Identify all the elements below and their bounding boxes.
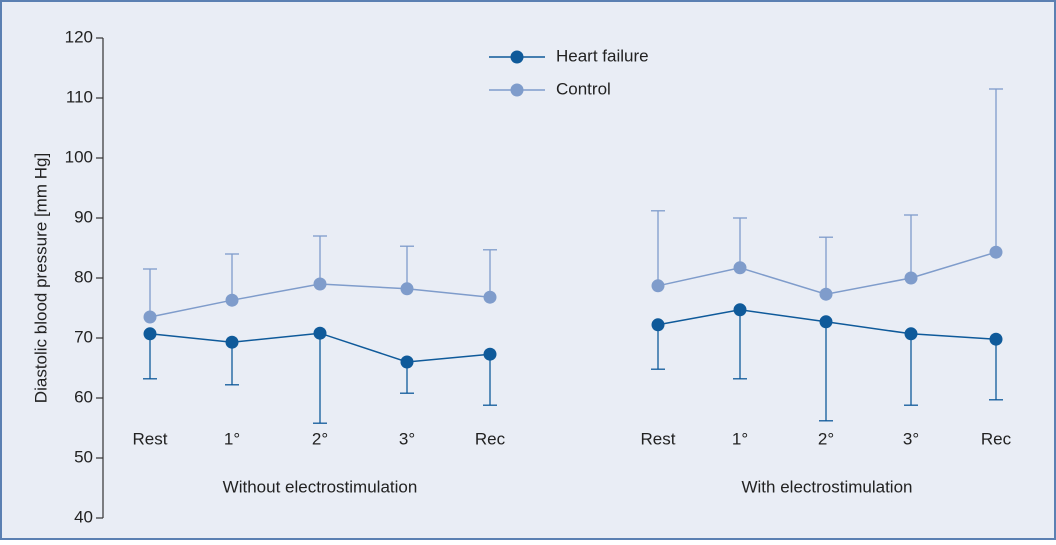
y-tick-label: 80 bbox=[74, 267, 93, 286]
y-tick-label: 40 bbox=[74, 507, 93, 526]
marker bbox=[225, 335, 239, 349]
marker bbox=[400, 355, 414, 369]
marker bbox=[143, 310, 157, 324]
marker bbox=[225, 293, 239, 307]
marker bbox=[904, 327, 918, 341]
marker bbox=[651, 279, 665, 293]
y-tick-label: 110 bbox=[66, 87, 93, 106]
marker bbox=[483, 347, 497, 361]
x-tick-label: 1° bbox=[732, 429, 748, 448]
group-label: With electrostimulation bbox=[741, 477, 912, 496]
marker bbox=[651, 318, 665, 332]
marker bbox=[143, 327, 157, 341]
legend-label: Control bbox=[556, 79, 611, 98]
x-tick-label: 2° bbox=[312, 429, 328, 448]
marker bbox=[904, 271, 918, 285]
x-tick-label: 3° bbox=[399, 429, 415, 448]
y-axis-label: Diastolic blood pressure [mm Hg] bbox=[31, 153, 50, 403]
y-tick-label: 70 bbox=[74, 327, 93, 346]
x-tick-label: 1° bbox=[224, 429, 240, 448]
x-tick-label: Rec bbox=[981, 429, 1012, 448]
y-tick-label: 60 bbox=[74, 387, 93, 406]
x-tick-label: Rec bbox=[475, 429, 506, 448]
legend-marker bbox=[510, 83, 524, 97]
legend-marker bbox=[510, 50, 524, 64]
marker bbox=[989, 245, 1003, 259]
x-tick-label: Rest bbox=[133, 429, 168, 448]
x-tick-label: 2° bbox=[818, 429, 834, 448]
marker bbox=[483, 290, 497, 304]
marker bbox=[819, 287, 833, 301]
y-tick-label: 120 bbox=[65, 27, 93, 46]
marker bbox=[819, 315, 833, 329]
marker bbox=[313, 326, 327, 340]
marker bbox=[733, 303, 747, 317]
marker bbox=[989, 332, 1003, 346]
marker bbox=[400, 282, 414, 296]
y-tick-label: 100 bbox=[65, 147, 93, 166]
group-label: Without electrostimulation bbox=[223, 477, 418, 496]
y-tick-label: 50 bbox=[74, 447, 93, 466]
marker bbox=[733, 261, 747, 275]
marker bbox=[313, 277, 327, 291]
x-tick-label: Rest bbox=[641, 429, 676, 448]
x-tick-label: 3° bbox=[903, 429, 919, 448]
y-tick-label: 90 bbox=[74, 207, 93, 226]
legend-label: Heart failure bbox=[556, 46, 649, 65]
